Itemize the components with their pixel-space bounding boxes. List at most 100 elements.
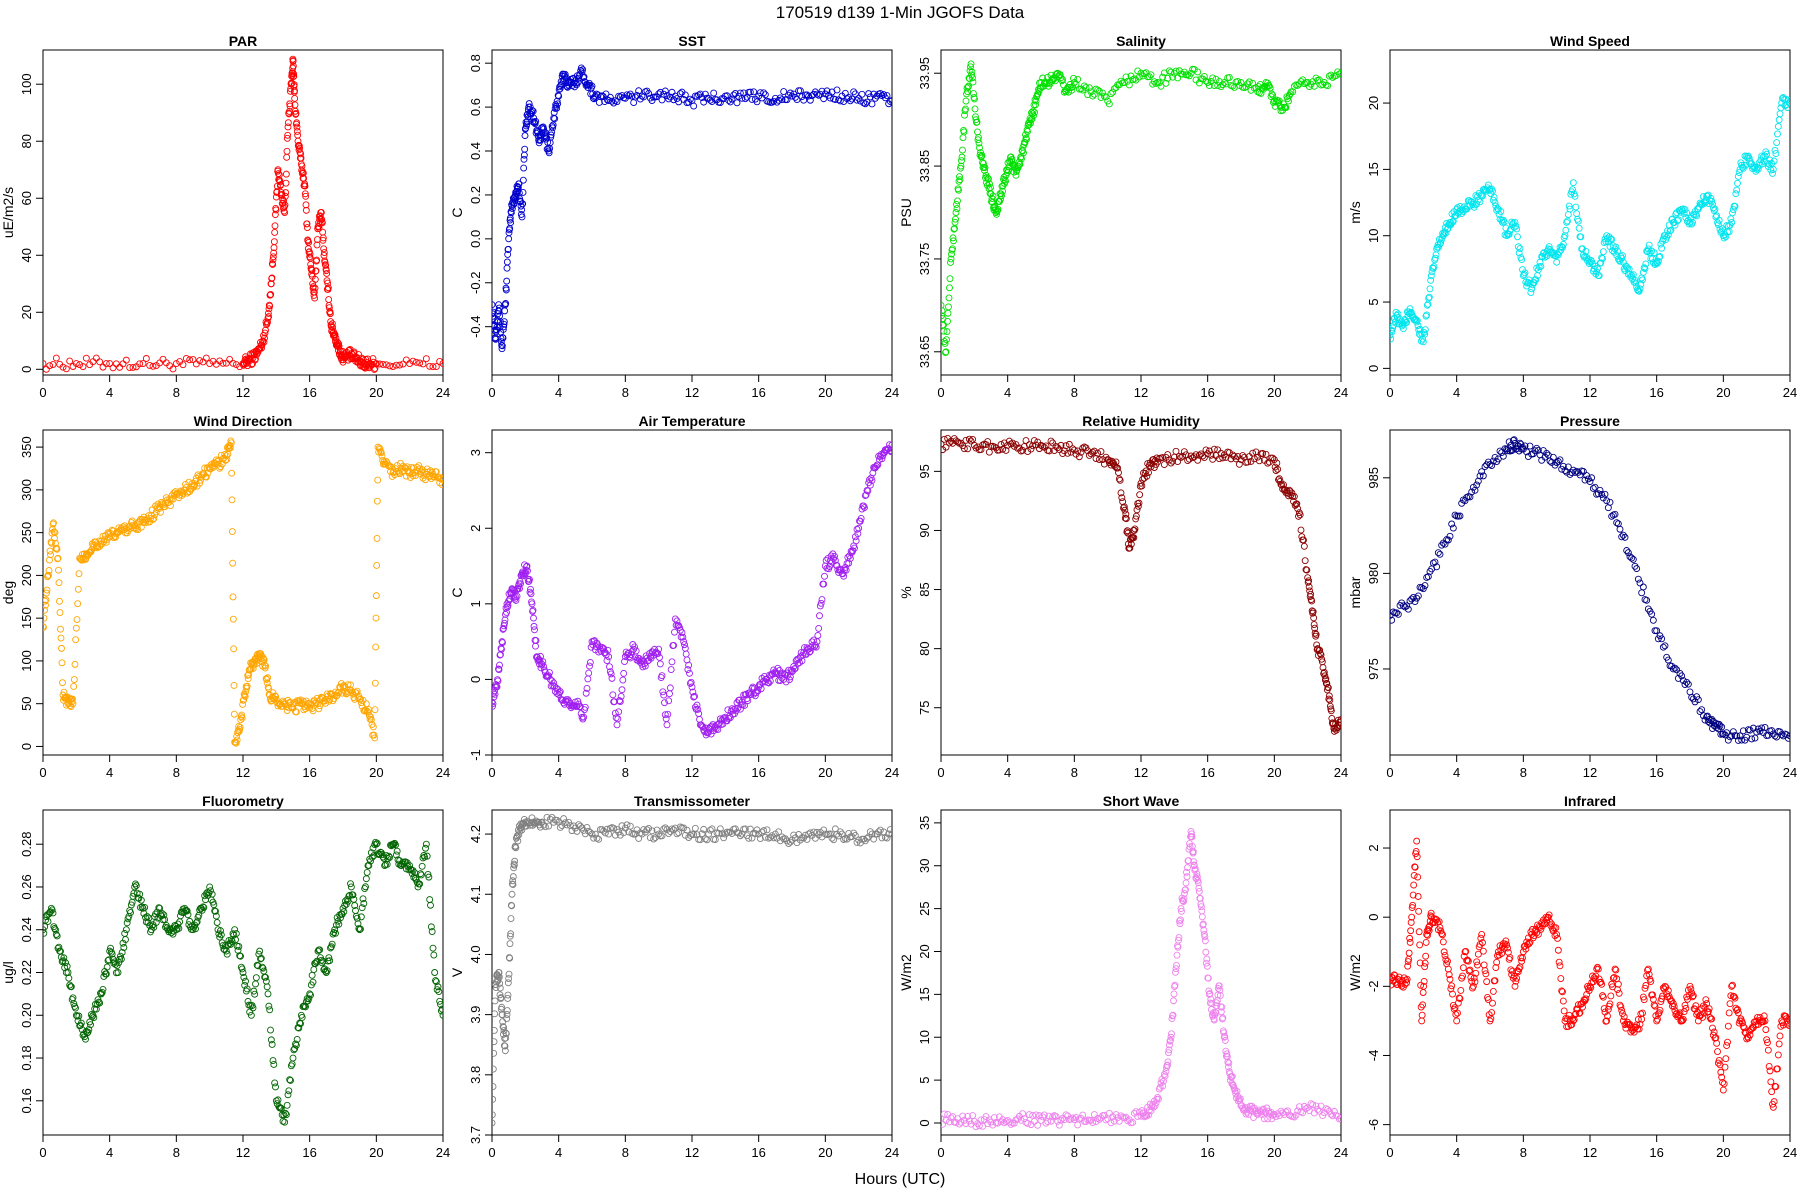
wind_speed-point (1514, 243, 1522, 251)
wind_direction-point (48, 539, 55, 547)
sst-xtick-label: 24 (885, 385, 899, 400)
fluorometry-point (257, 955, 264, 963)
sst-point (525, 100, 533, 108)
wind_speed-plot-frame (1389, 49, 1791, 376)
wind_speed-point (1711, 205, 1719, 213)
air_temperature-xtick-label: 0 (488, 765, 495, 780)
fluorometry-xtick-label: 4 (106, 1145, 113, 1160)
fluorometry-point (264, 990, 272, 998)
pressure-point (1679, 677, 1687, 685)
relative_humidity-point (1124, 529, 1132, 537)
fluorometry-point (422, 844, 429, 852)
sst-point (635, 87, 643, 95)
relative_humidity-point (1097, 448, 1105, 455)
short_wave-ytick-label: 20 (917, 944, 932, 958)
wind_direction-point (157, 508, 164, 516)
short_wave-point (1183, 868, 1190, 876)
salinity-point (1195, 79, 1203, 87)
sst-point (519, 176, 527, 184)
wind_direction-point (438, 481, 443, 489)
transmissometer-point (770, 834, 778, 842)
air_temperature-point (771, 668, 779, 676)
salinity-xtick-label: 0 (937, 385, 944, 400)
wind_speed-point (1693, 212, 1701, 220)
pressure-point (1499, 452, 1507, 460)
fluorometry-ytick-label: 0.24 (19, 917, 34, 942)
par-point (261, 329, 269, 337)
salinity-point (1068, 86, 1076, 94)
fluorometry-point (341, 902, 349, 909)
fluorometry-point (132, 882, 140, 890)
par-point (313, 256, 321, 264)
relative_humidity-point (1297, 526, 1305, 534)
fluorometry-point (44, 918, 52, 925)
wind_direction-point (315, 705, 323, 713)
pressure-point (1638, 589, 1646, 597)
sst-point (589, 94, 597, 102)
wind_speed-point (1521, 269, 1529, 277)
short_wave-point (1207, 995, 1215, 1003)
fluorometry-point (223, 950, 231, 958)
air_temperature-point (765, 679, 773, 687)
air_temperature-point (604, 646, 612, 654)
short_wave-ytick-label: 15 (917, 987, 932, 1001)
fluorometry-point (360, 900, 368, 907)
air_temperature-point (532, 642, 539, 650)
wind_speed-point (1438, 234, 1446, 241)
sst-point (778, 96, 786, 104)
air_temperature-point (668, 658, 676, 666)
sst-point (686, 95, 694, 103)
short_wave-point (1198, 907, 1206, 915)
wind_direction-point (57, 634, 65, 642)
par-point (196, 357, 204, 364)
pressure-point (1581, 476, 1589, 484)
transmissometer-point (553, 816, 561, 824)
air_temperature-point (853, 525, 861, 533)
air_temperature-point (494, 677, 502, 685)
salinity-point (966, 75, 973, 83)
pressure-point (1434, 549, 1442, 557)
relative_humidity-point (1070, 446, 1078, 454)
short_wave-point (1147, 1107, 1155, 1115)
par-point (269, 253, 277, 261)
relative_humidity-point (1308, 597, 1316, 605)
wind_speed-point (1666, 227, 1674, 235)
fluorometry-point (267, 1026, 274, 1034)
relative_humidity-point (1042, 442, 1050, 450)
fluorometry-point (310, 966, 318, 973)
relative_humidity-point (1259, 450, 1267, 457)
wind_speed-xtick-label: 0 (1386, 385, 1393, 400)
par-point (202, 354, 210, 362)
relative_humidity-point (1296, 511, 1304, 519)
pressure-point (1541, 453, 1549, 461)
figure-title: 170519 d139 1-Min JGOFS Data (776, 3, 1025, 22)
par-point (317, 209, 325, 216)
fluorometry-point (281, 1118, 289, 1126)
sst-point (820, 95, 828, 103)
wind_speed-point (1541, 253, 1549, 261)
wind_speed-point (1674, 217, 1681, 225)
par-point (312, 267, 320, 275)
fluorometry-xtick-label: 16 (302, 1145, 316, 1160)
par-point (79, 363, 87, 371)
salinity-point (955, 177, 963, 185)
par-point (254, 348, 262, 356)
wind_speed-point (1431, 254, 1439, 262)
sst-xtick-label: 16 (751, 385, 765, 400)
transmissometer-point (711, 836, 719, 844)
short_wave-point (1067, 1115, 1075, 1123)
wind_direction-point (378, 452, 386, 460)
salinity-point (955, 186, 962, 194)
salinity-point (1202, 77, 1210, 85)
air_temperature-point (837, 565, 845, 573)
short_wave-point (1170, 990, 1178, 998)
par-point (172, 360, 180, 368)
par-point (248, 361, 255, 368)
air_temperature-point (627, 651, 635, 659)
fluorometry-point (349, 891, 357, 899)
salinity-point (993, 210, 1000, 218)
wind_speed-point (1536, 258, 1544, 266)
air_temperature-point (684, 666, 692, 674)
